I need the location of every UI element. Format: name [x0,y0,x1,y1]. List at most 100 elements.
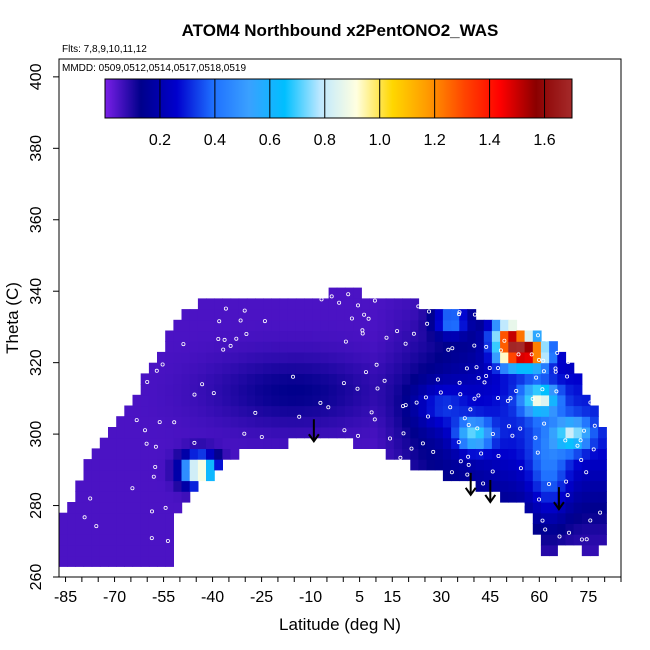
heatmap-cell [377,298,387,310]
heatmap-cell [197,373,207,385]
heatmap-cell [573,502,583,514]
heatmap-cell [590,469,599,482]
heatmap-cell [369,298,379,310]
sample-point [456,312,461,317]
heatmap-cell [246,416,256,428]
sample-point [144,441,149,446]
y-axis: 260 280 300 320 340 360 380 400 [28,63,59,590]
sample-point [575,443,580,448]
heatmap-cell [148,405,158,417]
heatmap-cell [418,384,428,396]
heatmap-cell [222,298,232,310]
sample-point [435,377,440,382]
colorbar: 0.2 0.4 0.6 0.8 1.0 1.2 1.4 1.6 [104,78,573,149]
sample-point [160,362,165,367]
heatmap-cell [549,437,558,449]
heatmap-cell [222,427,232,439]
heatmap-cell [181,341,191,353]
y-axis-label: Theta (C) [3,282,22,354]
heatmap-cell [230,309,240,321]
heatmap-cell [157,544,166,557]
heatmap-cell [287,373,297,385]
sample-point [540,387,545,392]
heatmap-cell [590,534,599,546]
heatmap-cell [148,373,158,385]
sample-points [82,291,603,544]
heatmap-cell [451,416,460,428]
heatmap-cell [279,416,289,428]
sample-point [475,426,480,431]
heatmap-cell [230,341,240,353]
heatmap-cell [189,427,199,439]
heatmap-cell [189,341,199,353]
heatmap-cell [385,394,395,407]
heatmap-cell [124,459,134,471]
heatmap-cell [189,362,199,374]
heatmap-cell [124,523,134,535]
heatmap-cell [590,491,599,503]
heatmap-cell [426,309,436,321]
sample-point [130,486,135,491]
heatmap-cell [287,405,297,417]
heatmap-cell [557,437,567,449]
heatmap-cell [475,416,485,428]
heatmap-cell [320,341,330,353]
heatmap-cell [353,373,362,385]
heatmap-cell [75,555,85,567]
heatmap-cell [91,491,101,503]
heatmap-cell [410,459,420,471]
heatmap-cell [532,512,542,524]
heatmap-cell [222,437,232,449]
heatmap-cell [475,330,485,342]
sample-point [216,336,221,341]
heatmap-cell [271,416,281,428]
sample-point [564,479,569,484]
heatmap-cell [67,534,76,546]
heatmap-cell [206,405,215,417]
heatmap-cell [108,523,117,535]
heatmap-cell [410,427,420,439]
heatmap-cell [214,298,223,310]
heatmap-cell [336,341,346,353]
heatmap-cell [451,427,460,439]
heatmap-cell [132,523,142,535]
heatmap-cell [377,351,387,364]
heatmap-cell [418,437,428,449]
heatmap-cell [99,555,109,567]
heatmap-cell [402,309,411,321]
heatmap-cell [369,362,379,374]
heatmap-cell [189,384,199,396]
heatmap-cell [165,502,174,514]
heatmap-cell [516,394,526,407]
heatmap-cell [581,437,591,449]
heatmap-cell [320,298,330,310]
heatmap-cell [418,373,428,385]
heatmap-cell [459,362,469,374]
colorbar-tick-label: 0.6 [259,132,281,149]
heatmap-cell [271,362,281,374]
sample-point [584,537,589,542]
heatmap-cell [549,427,558,439]
sample-point [228,343,233,348]
heatmap-cell [148,555,158,567]
sample-point [472,343,477,348]
heatmap-cell [377,427,387,439]
heatmap-cell [353,416,362,428]
heatmap-cell [148,512,158,524]
sample-point [472,396,477,401]
heatmap-cell [361,394,370,407]
heatmap-cell [99,502,109,514]
heatmap-cell [214,373,223,385]
sample-point [534,375,539,380]
heatmap-cell [238,319,248,332]
heatmap-cell [165,330,174,342]
heatmap-cell [336,351,346,364]
heatmap-cell [385,351,395,364]
heatmap-cell [157,491,166,503]
heatmap-cell [467,330,477,342]
sample-point [355,303,360,308]
heatmap-cell [271,405,281,417]
heatmap-cell [67,544,76,557]
heatmap-cell [75,480,85,492]
heatmap-cell [410,330,420,342]
